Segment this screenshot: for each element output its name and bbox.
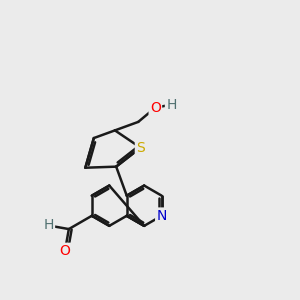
Text: S: S (136, 141, 145, 154)
Text: H: H (44, 218, 54, 233)
Text: O: O (59, 244, 70, 258)
Text: N: N (156, 209, 167, 223)
Text: H: H (166, 98, 177, 112)
Text: O: O (150, 100, 161, 115)
